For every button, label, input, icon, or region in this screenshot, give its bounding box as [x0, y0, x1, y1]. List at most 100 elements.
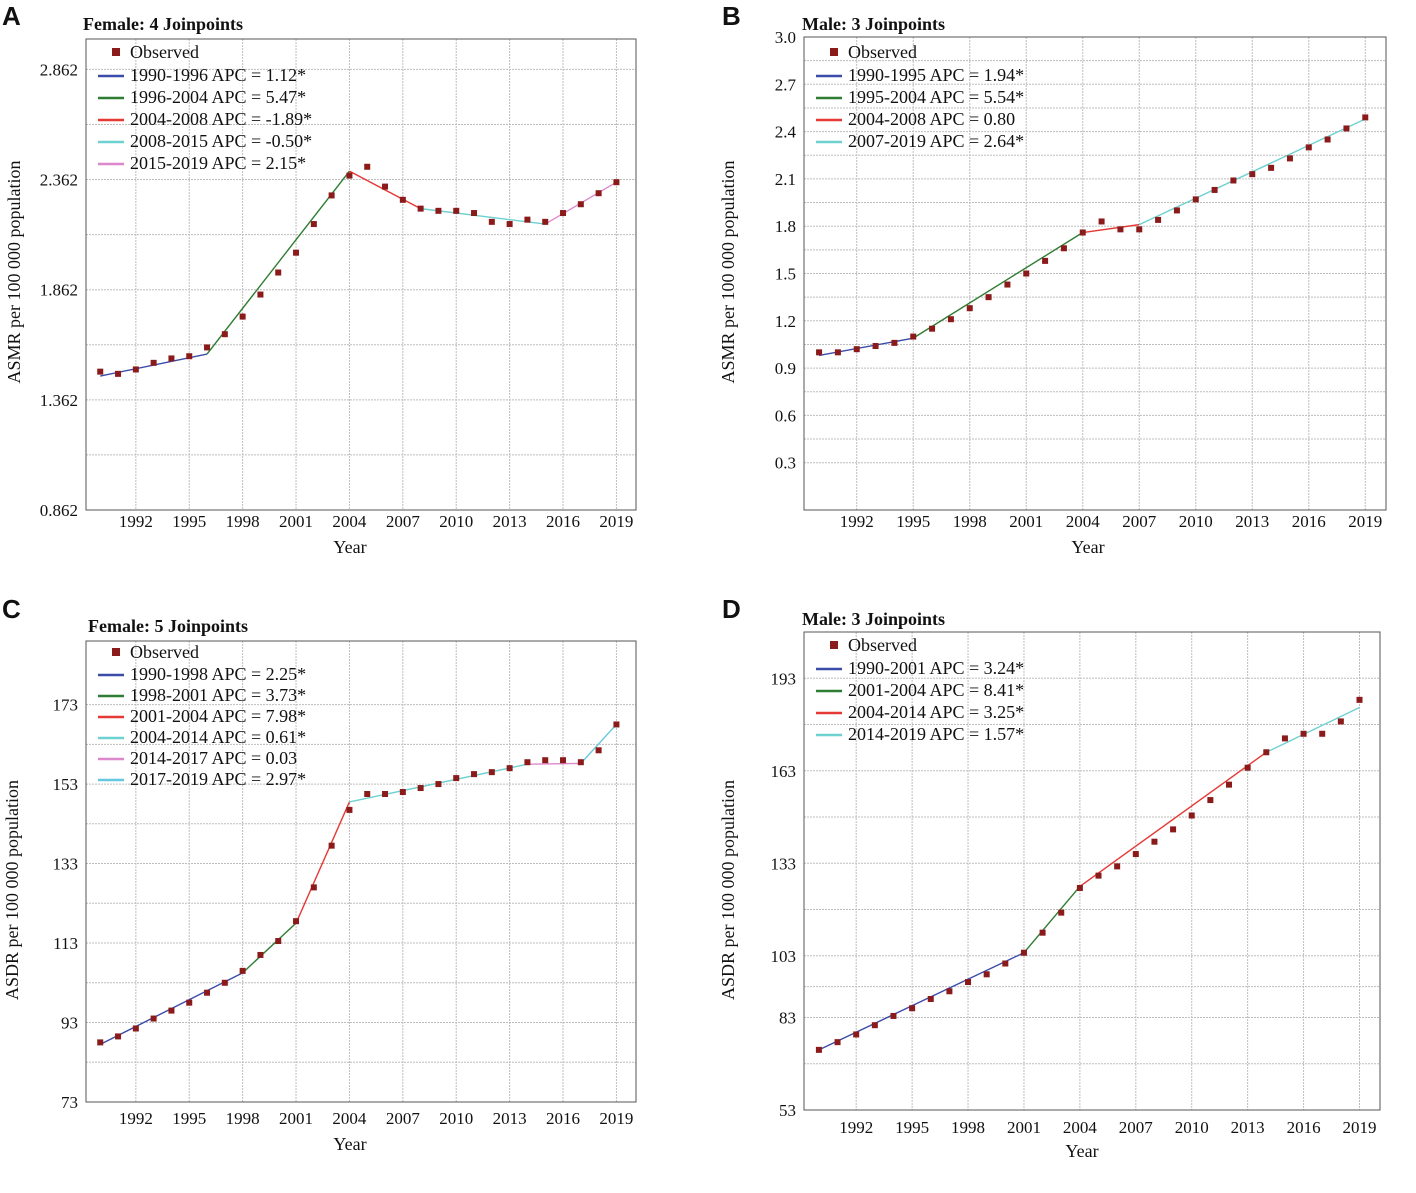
panel-letter-d: D — [722, 594, 741, 624]
observed-point-b — [910, 333, 917, 340]
fit-segment-b-3 — [1082, 223, 1140, 234]
observed-point-c — [97, 1039, 104, 1046]
panel-d: D Male: 3 Joinpoints ASDR per 100 000 po… — [718, 594, 1381, 1161]
observed-point-b — [1249, 171, 1256, 178]
observed-point-a — [453, 207, 460, 214]
panel-letter-b: B — [722, 1, 741, 31]
y-tick-label-c: 93 — [61, 1014, 78, 1033]
plot-frame-c — [85, 640, 637, 1103]
observed-point-a — [613, 179, 620, 186]
legend-label-a-1: 1990-1996 APC = 1.12* — [130, 65, 306, 85]
legend-marker-observed-a — [112, 48, 120, 56]
observed-point-d — [1039, 929, 1046, 936]
x-tick-label-d: 1992 — [839, 1118, 873, 1137]
x-tick-label-a: 2019 — [599, 512, 633, 531]
x-tick-label-a: 1995 — [172, 512, 206, 531]
observed-point-d — [927, 995, 934, 1002]
plot-background-d — [804, 632, 1380, 1110]
y-tick-label-b: 0.6 — [775, 406, 796, 425]
observed-point-d — [965, 979, 972, 986]
y-tick-label-c: 73 — [61, 1093, 78, 1112]
legend-marker-observed-b — [830, 48, 838, 56]
y-tick-label-b: 1.2 — [775, 312, 796, 331]
x-tick-label-a: 2001 — [279, 512, 313, 531]
x-tick-label-d: 2001 — [1007, 1118, 1041, 1137]
observed-point-b — [1060, 245, 1067, 252]
y-tick-label-b: 1.8 — [775, 217, 796, 236]
legend-label-a-2: 1996-2004 APC = 5.47* — [130, 87, 306, 107]
panel-c: C Female: 5 Joinpoints ASDR per 100 000 … — [2, 594, 637, 1154]
observed-point-d — [1095, 872, 1102, 879]
observed-point-b — [1211, 186, 1218, 193]
panel-a: A Female: 4 Joinpoints ASMR per 100 000 … — [2, 1, 637, 557]
x-tick-label-b: 1992 — [840, 512, 874, 531]
fit-segment-d-4 — [1265, 706, 1360, 753]
x-tick-label-b: 2007 — [1122, 512, 1157, 531]
y-tick-label-c: 153 — [53, 775, 79, 794]
x-tick-label-a: 2010 — [439, 512, 473, 531]
y-tick-label-a: 1.362 — [40, 391, 78, 410]
plot-area-b: 0.3 0.6 0.9 1.2 1.5 1.8 2.1 2.4 2.7 3.0 1992 1995 19… — [775, 28, 1387, 531]
observed-point-c — [435, 781, 442, 788]
observed-point-d — [909, 1005, 916, 1012]
legend-d: Observed 1990-2001 APC = 3.24*2001-2004 A… — [816, 635, 1024, 744]
legend-label-d-2: 2001-2004 APC = 8.41* — [848, 680, 1024, 700]
observed-point-d — [1319, 730, 1326, 737]
observed-point-b — [872, 343, 879, 350]
observed-point-a — [257, 291, 264, 298]
fit-segment-d-2 — [1023, 885, 1081, 954]
observed-point-a — [328, 192, 335, 199]
observed-point-d — [1244, 764, 1251, 771]
observed-point-c — [488, 769, 495, 776]
legend-label-observed-d: Observed — [848, 635, 917, 655]
observed-point-d — [1281, 735, 1288, 742]
y-tick-label-d: 163 — [771, 762, 797, 781]
legend-label-c-4: 2004-2014 APC = 0.61* — [130, 727, 306, 747]
y-axis-label-c: ASDR per 100 000 population — [2, 780, 22, 1000]
legend-label-a-4: 2008-2015 APC = -0.50* — [130, 131, 312, 151]
observed-point-c — [364, 791, 371, 798]
observed-point-c — [595, 747, 602, 754]
observed-point-c — [310, 884, 317, 891]
x-tick-label-d: 2019 — [1342, 1118, 1376, 1137]
y-tick-label-b: 2.1 — [775, 170, 796, 189]
y-tick-label-a: 0.862 — [40, 501, 78, 520]
observed-point-c — [560, 757, 567, 764]
observed-point-c — [257, 951, 264, 958]
observed-point-a — [168, 355, 175, 362]
y-tick-label-b: 2.4 — [775, 123, 797, 142]
legend-label-a-5: 2015-2019 APC = 2.15* — [130, 153, 306, 173]
y-tick-label-a: 2.362 — [40, 171, 78, 190]
plot-area-a: 0.862 1.362 1.862 2.362 2.862 1992 1995 1998 200… — [40, 38, 637, 531]
x-tick-label-c: 1995 — [172, 1109, 206, 1128]
observed-point-c — [453, 775, 460, 782]
legend-label-d-3: 2004-2014 APC = 3.25* — [848, 702, 1024, 722]
fit-segment-d-1 — [818, 952, 1025, 1051]
plot-frame-b — [803, 36, 1387, 511]
plot-area-c: 73 93 113 133 153 173 1992 1995 1998 2001 2004 2007… — [53, 640, 637, 1128]
y-axis-label-b: ASMR per 100 000 population — [718, 161, 738, 384]
x-tick-label-d: 1995 — [895, 1118, 929, 1137]
observed-point-d — [1170, 826, 1177, 833]
plot-background-c — [86, 641, 636, 1102]
x-tick-label-c: 1998 — [226, 1109, 260, 1128]
plot-frame-a — [85, 38, 637, 511]
legend-label-b-2: 1995-2004 APC = 5.54* — [848, 87, 1024, 107]
observed-point-c — [239, 967, 246, 974]
x-tick-label-c: 2004 — [332, 1109, 367, 1128]
observed-point-c — [506, 765, 513, 772]
observed-point-d — [1151, 838, 1158, 845]
observed-point-a — [310, 221, 317, 228]
observed-point-b — [1136, 226, 1143, 233]
x-tick-label-b: 2010 — [1179, 512, 1213, 531]
observed-point-d — [1226, 781, 1233, 788]
observed-point-a — [186, 353, 193, 360]
x-tick-label-d: 2004 — [1063, 1118, 1098, 1137]
observed-point-c — [346, 806, 353, 813]
observed-point-a — [221, 331, 228, 338]
fit-segment-c-6 — [580, 723, 617, 764]
observed-point-d — [1207, 797, 1214, 804]
observed-point-d — [1058, 909, 1065, 916]
x-tick-label-b: 2001 — [1009, 512, 1043, 531]
